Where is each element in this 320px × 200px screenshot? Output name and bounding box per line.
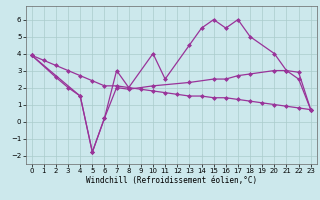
X-axis label: Windchill (Refroidissement éolien,°C): Windchill (Refroidissement éolien,°C) — [86, 176, 257, 185]
